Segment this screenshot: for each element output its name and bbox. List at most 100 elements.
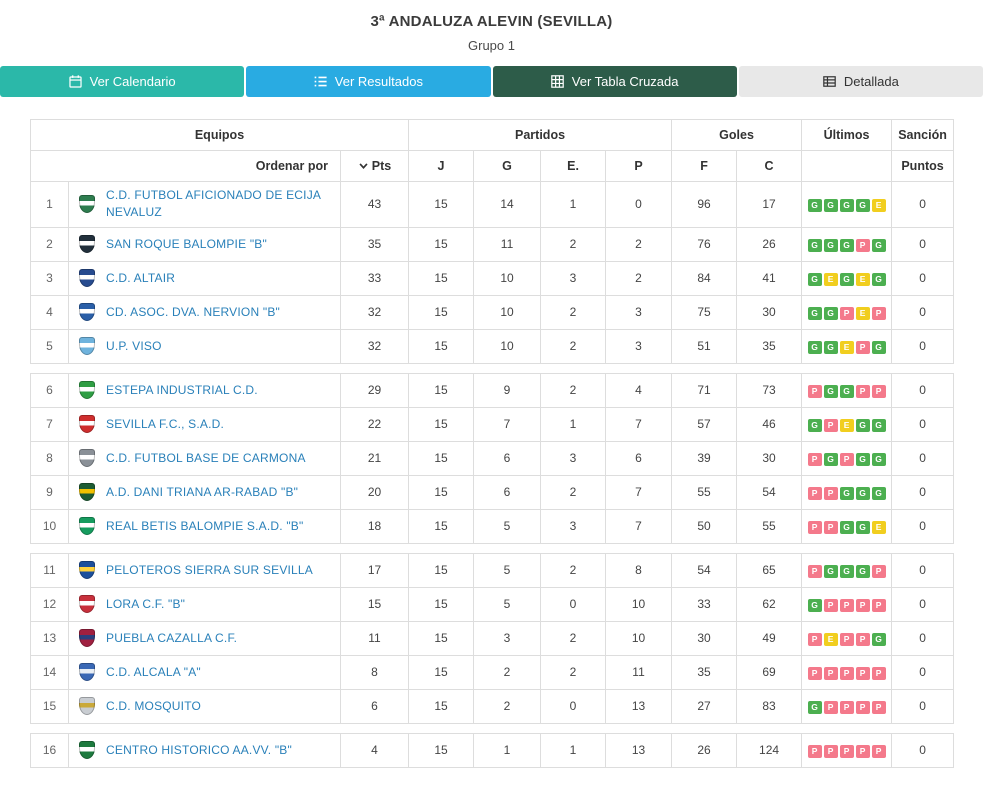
result-p-badge: P bbox=[871, 306, 886, 320]
result-e-badge: E bbox=[839, 340, 854, 354]
table-row: 11 PELOTEROS SIERRA SUR SEVILLA 17 15 5 … bbox=[30, 552, 955, 588]
played-value: 15 bbox=[408, 474, 475, 510]
team-name-link[interactable]: PUEBLA CAZALLA C.F. bbox=[106, 630, 238, 645]
played-value: 15 bbox=[408, 688, 475, 724]
table-row: 16 CENTRO HISTORICO AA.VV. "B" 4 15 1 1 … bbox=[30, 732, 955, 768]
table-header-groups: Equipos Partidos Goles Últimos Sanción bbox=[29, 119, 955, 151]
lost-value: 3 bbox=[605, 328, 673, 364]
team-name-link[interactable]: A.D. DANI TRIANA AR-RABAD "B" bbox=[106, 484, 299, 499]
position-number: 14 bbox=[30, 654, 69, 690]
won-value: 5 bbox=[473, 508, 542, 544]
team-name-link[interactable]: PELOTEROS SIERRA SUR SEVILLA bbox=[106, 562, 314, 577]
goals-for-value: 30 bbox=[671, 620, 738, 656]
team-name-link[interactable]: C.D. FUTBOL AFICIONADO DE ECIJA NEVALUZ bbox=[106, 188, 321, 220]
table-row: 7 SEVILLA F.C., S.A.D. 22 15 7 1 7 57 46… bbox=[30, 406, 955, 442]
points-value: 21 bbox=[339, 440, 410, 476]
header-lost-p[interactable]: P bbox=[605, 150, 673, 182]
team-name-link[interactable]: SEVILLA F.C., S.A.D. bbox=[106, 416, 225, 431]
result-g-badge: G bbox=[823, 198, 838, 212]
goals-against-value: 62 bbox=[736, 586, 803, 622]
group-gap bbox=[30, 363, 954, 374]
detail-table-icon bbox=[823, 75, 836, 88]
table-row: 6 ESTEPA INDUSTRIAL C.D. 29 15 9 2 4 71 … bbox=[30, 372, 955, 408]
header-drawn-e[interactable]: E. bbox=[540, 150, 607, 182]
group-gap bbox=[30, 723, 954, 734]
team-name-link[interactable]: C.D. FUTBOL BASE DE CARMONA bbox=[106, 450, 306, 465]
played-value: 15 bbox=[408, 620, 475, 656]
goals-for-value: 50 bbox=[671, 508, 738, 544]
tab-ver-calendario[interactable]: Ver Calendario bbox=[0, 66, 245, 97]
result-e-badge: E bbox=[839, 418, 854, 432]
result-p-badge: P bbox=[871, 564, 886, 578]
result-g-badge: G bbox=[807, 598, 822, 612]
pts-label: Pts bbox=[371, 158, 392, 173]
tab-ver-resultados[interactable]: Ver Resultados bbox=[246, 66, 491, 97]
team-name-link[interactable]: LORA C.F. "B" bbox=[106, 596, 186, 611]
drawn-value: 2 bbox=[540, 474, 607, 510]
points-value: 32 bbox=[339, 328, 410, 364]
won-value: 10 bbox=[473, 294, 542, 330]
result-e-badge: E bbox=[855, 272, 870, 286]
team-name-link[interactable]: U.P. VISO bbox=[106, 338, 162, 353]
points-value: 20 bbox=[339, 474, 410, 510]
position-number: 15 bbox=[30, 688, 69, 724]
tab-detallada[interactable]: Detallada bbox=[738, 66, 983, 97]
position-number: 2 bbox=[30, 226, 69, 262]
team-crest-icon bbox=[79, 663, 95, 682]
position-number: 7 bbox=[30, 406, 69, 442]
team-name-link[interactable]: C.D. ALCALA "A" bbox=[106, 664, 201, 679]
team-name-link[interactable]: REAL BETIS BALOMPIE S.A.D. "B" bbox=[106, 518, 304, 533]
result-g-badge: G bbox=[839, 238, 854, 252]
goals-for-value: 76 bbox=[671, 226, 738, 262]
position-number: 16 bbox=[30, 732, 69, 768]
tab-label: Detallada bbox=[843, 74, 899, 89]
result-g-badge: G bbox=[839, 486, 854, 500]
result-p-badge: P bbox=[855, 598, 870, 612]
tab-label: Ver Calendario bbox=[89, 74, 176, 89]
result-g-badge: G bbox=[839, 272, 854, 286]
lost-value: 2 bbox=[605, 260, 673, 296]
result-g-badge: G bbox=[807, 306, 822, 320]
tab-ver-tabla-cruzada[interactable]: Ver Tabla Cruzada bbox=[492, 66, 737, 97]
standings-table: Equipos Partidos Goles Últimos Sanción O… bbox=[29, 119, 955, 768]
team-name-link[interactable]: CD. ASOC. DVA. NERVION "B" bbox=[106, 304, 280, 319]
header-goals-for-f[interactable]: F bbox=[671, 150, 738, 182]
lost-value: 0 bbox=[605, 181, 673, 228]
team-name-link[interactable]: C.D. ALTAIR bbox=[106, 270, 176, 285]
result-p-badge: P bbox=[855, 238, 870, 252]
won-value: 11 bbox=[473, 226, 542, 262]
team-cell: U.P. VISO bbox=[68, 328, 341, 364]
sort-pts-header[interactable]: Pts bbox=[339, 150, 410, 182]
points-value: 43 bbox=[339, 181, 410, 228]
result-g-badge: G bbox=[871, 272, 886, 286]
lost-value: 2 bbox=[605, 226, 673, 262]
played-value: 15 bbox=[408, 440, 475, 476]
table-row: 10 REAL BETIS BALOMPIE S.A.D. "B" 18 15 … bbox=[30, 508, 955, 544]
header-puntos: Puntos bbox=[891, 150, 955, 182]
header-won-g[interactable]: G bbox=[473, 150, 542, 182]
team-name-link[interactable]: CENTRO HISTORICO AA.VV. "B" bbox=[106, 742, 292, 757]
team-cell: SEVILLA F.C., S.A.D. bbox=[68, 406, 341, 442]
team-name-link[interactable]: C.D. MOSQUITO bbox=[106, 698, 202, 713]
drawn-value: 3 bbox=[540, 260, 607, 296]
header-goals-against-c[interactable]: C bbox=[736, 150, 803, 182]
team-cell: SAN ROQUE BALOMPIE "B" bbox=[68, 226, 341, 262]
sanction-points-value: 0 bbox=[891, 181, 955, 228]
position-number: 1 bbox=[30, 181, 69, 228]
won-value: 2 bbox=[473, 688, 542, 724]
goals-for-value: 71 bbox=[671, 372, 738, 408]
sanction-points-value: 0 bbox=[891, 508, 955, 544]
lost-value: 13 bbox=[605, 732, 673, 768]
header-played-j[interactable]: J bbox=[408, 150, 475, 182]
team-name-link[interactable]: SAN ROQUE BALOMPIE "B" bbox=[106, 236, 267, 251]
page-subtitle: Grupo 1 bbox=[468, 38, 515, 53]
position-number: 11 bbox=[30, 552, 69, 588]
team-name-link[interactable]: ESTEPA INDUSTRIAL C.D. bbox=[106, 382, 258, 397]
team-cell: PELOTEROS SIERRA SUR SEVILLA bbox=[68, 552, 341, 588]
team-cell: C.D. FUTBOL AFICIONADO DE ECIJA NEVALUZ bbox=[68, 181, 341, 228]
result-p-badge: P bbox=[871, 384, 886, 398]
result-p-badge: P bbox=[839, 700, 854, 714]
